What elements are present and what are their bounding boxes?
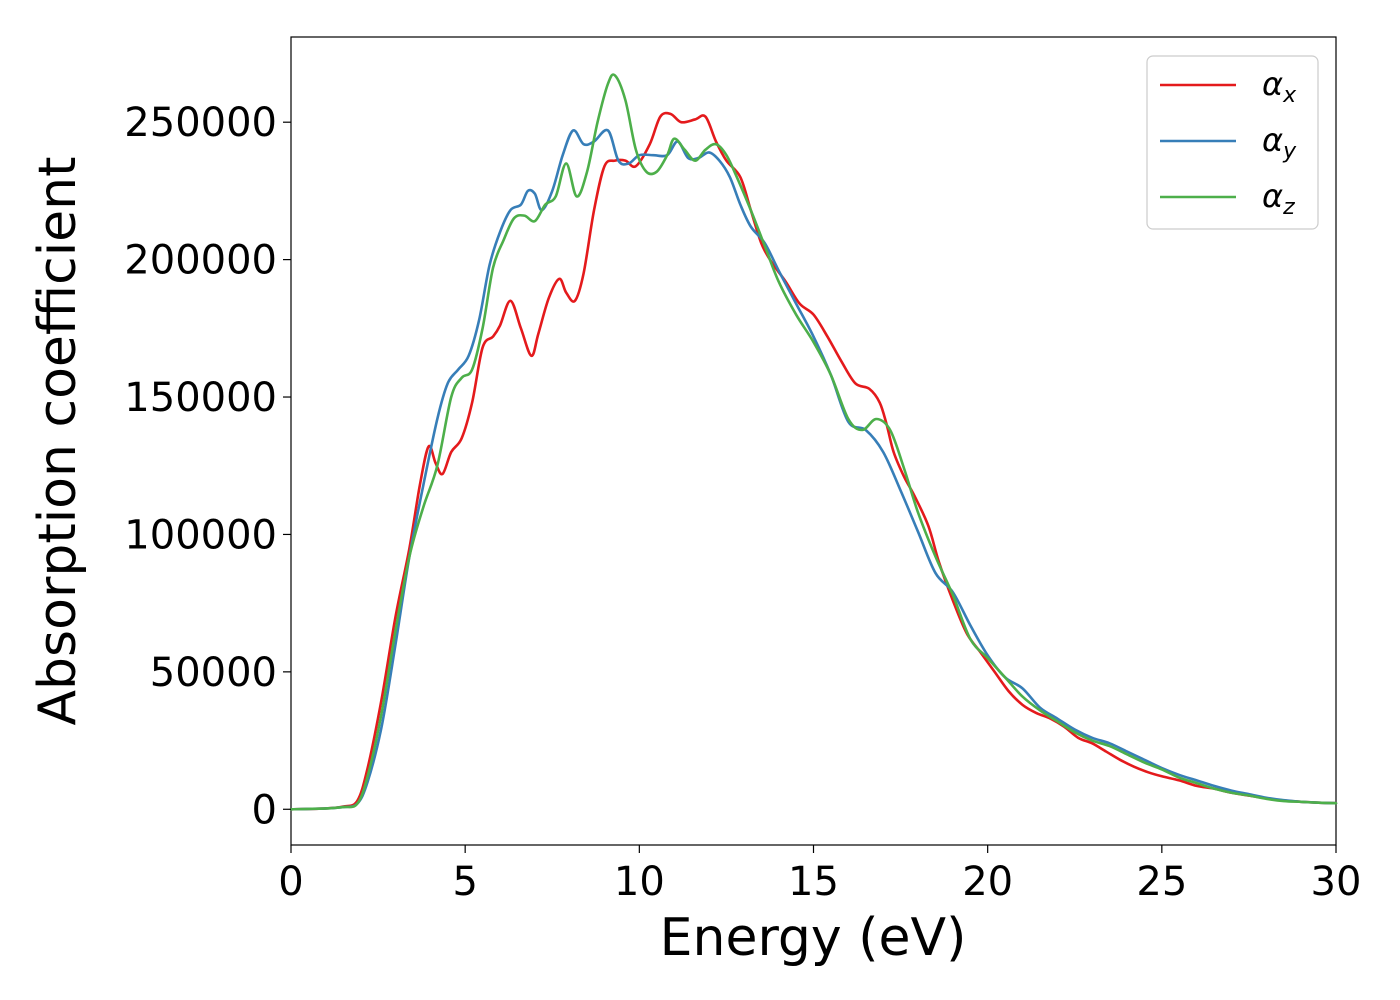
y-axis-ticks: 0 50000 100000 150000 200000 250000	[124, 100, 291, 833]
legend-box	[1146, 55, 1319, 230]
x-tick-label: 25	[1136, 859, 1187, 905]
y-tick-label: 200000	[124, 238, 277, 284]
x-axis-ticks: 0 5 10 15 20 25 30	[278, 845, 1361, 905]
series-line-z	[289, 73, 1338, 811]
x-tick-label: 10	[614, 859, 665, 905]
legend-label-z: αz	[1262, 177, 1295, 220]
y-tick-label: 100000	[124, 512, 277, 558]
x-tick-label: 5	[452, 859, 477, 905]
x-axis-label: Energy (eV)	[660, 908, 967, 968]
legend: αx αy αz	[1146, 55, 1319, 230]
series-layer	[289, 73, 1338, 811]
series-line-y	[289, 128, 1338, 811]
y-axis-label: Absorption coefficient	[28, 156, 88, 725]
x-tick-label: 0	[278, 859, 303, 905]
y-tick-label: 50000	[150, 650, 277, 696]
x-tick-label: 20	[962, 859, 1013, 905]
x-tick-label: 15	[788, 859, 839, 905]
y-tick-label: 250000	[124, 100, 277, 146]
legend-label-x: αx	[1262, 65, 1297, 108]
x-tick-label: 30	[1311, 859, 1362, 905]
y-tick-label: 150000	[124, 375, 277, 421]
legend-label-y: αy	[1262, 121, 1297, 164]
y-tick-label: 0	[252, 787, 277, 833]
